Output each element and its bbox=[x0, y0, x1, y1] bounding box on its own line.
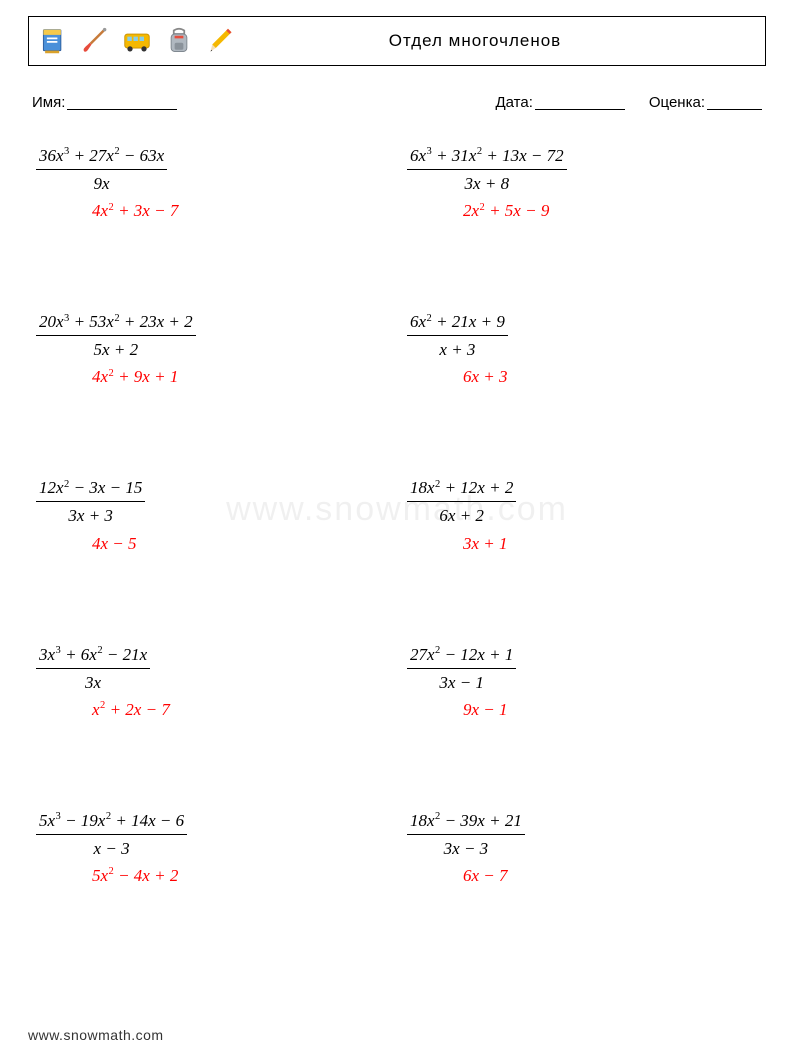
brush-icon bbox=[81, 26, 109, 56]
denominator: 5x + 2 bbox=[36, 336, 196, 361]
score-label: Оценка: bbox=[649, 94, 705, 111]
denominator: x − 3 bbox=[36, 835, 187, 860]
name-label: Имя: bbox=[32, 94, 65, 111]
answer: x2 + 2x − 7 bbox=[36, 700, 387, 720]
answer: 3x + 1 bbox=[407, 534, 758, 554]
info-row: Имя: Дата: Оценка: bbox=[28, 94, 766, 111]
denominator: 9x bbox=[36, 170, 167, 195]
fraction: 6x3 + 31x2 + 13x − 723x + 8 bbox=[407, 145, 567, 195]
bus-icon bbox=[123, 26, 151, 56]
numerator: 3x3 + 6x2 − 21x bbox=[36, 644, 150, 669]
score-blank[interactable] bbox=[707, 94, 762, 110]
problem: 12x2 − 3x − 153x + 3 4x − 5 bbox=[36, 477, 387, 553]
fraction: 12x2 − 3x − 153x + 3 bbox=[36, 477, 145, 527]
numerator: 12x2 − 3x − 15 bbox=[36, 477, 145, 502]
problem: 5x3 − 19x2 + 14x − 6x − 3 5x2 − 4x + 2 bbox=[36, 810, 387, 886]
problem: 6x2 + 21x + 9x + 3 6x + 3 bbox=[407, 311, 758, 387]
answer: 4x2 + 9x + 1 bbox=[36, 367, 387, 387]
fraction: 3x3 + 6x2 − 21x3x bbox=[36, 644, 150, 694]
header-icons bbox=[39, 26, 235, 56]
worksheet-page: Отдел многочленов Имя: Дата: Оценка: www… bbox=[0, 0, 794, 1053]
date-label: Дата: bbox=[495, 94, 532, 111]
problem: 36x3 + 27x2 − 63x9x 4x2 + 3x − 7 bbox=[36, 145, 387, 221]
answer: 9x − 1 bbox=[407, 700, 758, 720]
name-blank[interactable] bbox=[67, 94, 177, 110]
fraction: 6x2 + 21x + 9x + 3 bbox=[407, 311, 508, 361]
problem: 20x3 + 53x2 + 23x + 25x + 2 4x2 + 9x + 1 bbox=[36, 311, 387, 387]
answer: 2x2 + 5x − 9 bbox=[407, 201, 758, 221]
denominator: 3x − 1 bbox=[407, 669, 516, 694]
header-box: Отдел многочленов bbox=[28, 16, 766, 66]
numerator: 18x2 − 39x + 21 bbox=[407, 810, 525, 835]
denominator: 3x + 8 bbox=[407, 170, 567, 195]
denominator: 3x + 3 bbox=[36, 502, 145, 527]
problem: 18x2 + 12x + 26x + 2 3x + 1 bbox=[407, 477, 758, 553]
numerator: 5x3 − 19x2 + 14x − 6 bbox=[36, 810, 187, 835]
answer: 4x − 5 bbox=[36, 534, 387, 554]
answer: 6x − 7 bbox=[407, 866, 758, 886]
worksheet-title: Отдел многочленов bbox=[235, 31, 755, 51]
denominator: 3x bbox=[36, 669, 150, 694]
numerator: 27x2 − 12x + 1 bbox=[407, 644, 516, 669]
problem: 6x3 + 31x2 + 13x − 723x + 8 2x2 + 5x − 9 bbox=[407, 145, 758, 221]
fraction: 20x3 + 53x2 + 23x + 25x + 2 bbox=[36, 311, 196, 361]
footer-url: www.snowmath.com bbox=[28, 1027, 164, 1043]
answer: 5x2 − 4x + 2 bbox=[36, 866, 387, 886]
pencil-icon bbox=[207, 26, 235, 56]
book-icon bbox=[39, 26, 67, 56]
numerator: 6x2 + 21x + 9 bbox=[407, 311, 508, 336]
denominator: 6x + 2 bbox=[407, 502, 516, 527]
backpack-icon bbox=[165, 26, 193, 56]
numerator: 36x3 + 27x2 − 63x bbox=[36, 145, 167, 170]
fraction: 27x2 − 12x + 13x − 1 bbox=[407, 644, 516, 694]
fraction: 5x3 − 19x2 + 14x − 6x − 3 bbox=[36, 810, 187, 860]
answer: 4x2 + 3x − 7 bbox=[36, 201, 387, 221]
problem: 18x2 − 39x + 213x − 3 6x − 7 bbox=[407, 810, 758, 886]
problem: 27x2 − 12x + 13x − 1 9x − 1 bbox=[407, 644, 758, 720]
fraction: 36x3 + 27x2 − 63x9x bbox=[36, 145, 167, 195]
numerator: 6x3 + 31x2 + 13x − 72 bbox=[407, 145, 567, 170]
date-blank[interactable] bbox=[535, 94, 625, 110]
problem: 3x3 + 6x2 − 21x3x x2 + 2x − 7 bbox=[36, 644, 387, 720]
fraction: 18x2 + 12x + 26x + 2 bbox=[407, 477, 516, 527]
fraction: 18x2 − 39x + 213x − 3 bbox=[407, 810, 525, 860]
problems-grid: 36x3 + 27x2 − 63x9x 4x2 + 3x − 7 6x3 + 31x… bbox=[28, 145, 766, 886]
denominator: 3x − 3 bbox=[407, 835, 525, 860]
numerator: 18x2 + 12x + 2 bbox=[407, 477, 516, 502]
denominator: x + 3 bbox=[407, 336, 508, 361]
numerator: 20x3 + 53x2 + 23x + 2 bbox=[36, 311, 196, 336]
answer: 6x + 3 bbox=[407, 367, 758, 387]
